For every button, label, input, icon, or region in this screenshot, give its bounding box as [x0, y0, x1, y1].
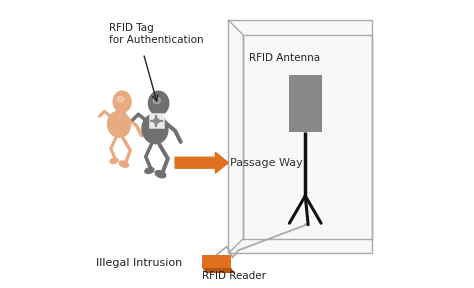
Bar — [202, 255, 231, 268]
Bar — [243, 35, 373, 239]
Ellipse shape — [119, 161, 128, 167]
Bar — [149, 113, 164, 128]
Ellipse shape — [110, 158, 118, 163]
Ellipse shape — [142, 114, 168, 144]
Text: Illegal Intrusion: Illegal Intrusion — [96, 258, 182, 268]
FancyArrow shape — [175, 152, 228, 173]
Text: RFID Reader: RFID Reader — [202, 271, 266, 281]
Ellipse shape — [108, 111, 130, 137]
Ellipse shape — [153, 97, 161, 104]
Polygon shape — [202, 268, 235, 273]
Ellipse shape — [148, 91, 169, 115]
Ellipse shape — [117, 107, 126, 117]
Ellipse shape — [113, 91, 131, 112]
Text: RFID Tag
for Authentication: RFID Tag for Authentication — [109, 23, 203, 46]
Ellipse shape — [145, 168, 154, 173]
Bar — [228, 20, 373, 253]
Ellipse shape — [117, 96, 124, 102]
Ellipse shape — [155, 170, 166, 178]
Bar — [289, 75, 322, 132]
Ellipse shape — [153, 110, 162, 121]
Text: RFID Antenna: RFID Antenna — [249, 53, 320, 63]
Text: Passage Way: Passage Way — [230, 158, 302, 168]
